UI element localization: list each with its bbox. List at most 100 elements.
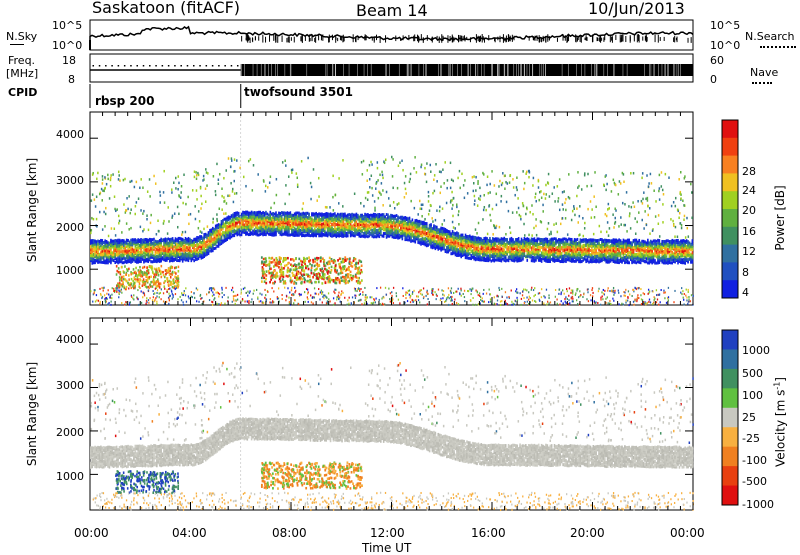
power-pixel bbox=[425, 237, 427, 240]
power-pixel bbox=[213, 238, 215, 241]
power-pixel bbox=[465, 256, 467, 259]
power-pixel bbox=[330, 225, 332, 228]
power-pixel bbox=[410, 233, 412, 236]
power-pixel bbox=[351, 231, 353, 234]
power-pixel bbox=[488, 243, 490, 246]
power-pixel bbox=[183, 245, 185, 248]
power-pixel bbox=[193, 238, 195, 241]
power-pixel bbox=[646, 257, 648, 260]
power-pixel bbox=[455, 252, 457, 255]
power-pixel bbox=[268, 233, 270, 236]
power-pixel bbox=[337, 216, 339, 219]
power-pixel bbox=[258, 233, 260, 236]
power-pixel bbox=[621, 257, 623, 260]
power-pixel bbox=[182, 238, 184, 241]
power-pixel bbox=[561, 238, 563, 241]
power-pixel bbox=[357, 223, 359, 226]
power-pixel bbox=[590, 253, 592, 256]
power-pixel bbox=[585, 258, 587, 261]
power-pixel bbox=[577, 253, 579, 256]
power-pixel bbox=[307, 212, 309, 215]
power-pixel bbox=[366, 223, 368, 226]
power-pixel bbox=[336, 223, 338, 226]
power-pixel bbox=[582, 238, 584, 241]
power-pixel bbox=[97, 256, 99, 259]
power-pixel bbox=[249, 222, 251, 225]
power-pixel bbox=[258, 226, 260, 229]
power-pixel bbox=[221, 233, 223, 236]
power-pixel bbox=[152, 260, 154, 263]
power-pixel bbox=[399, 220, 401, 223]
power-pixel bbox=[555, 251, 557, 254]
power-pixel bbox=[126, 245, 128, 248]
power-pixel bbox=[604, 242, 606, 245]
power-pixel bbox=[370, 214, 372, 217]
power-pixel bbox=[567, 258, 569, 261]
power-pixel bbox=[598, 252, 600, 255]
power-pixel bbox=[126, 241, 128, 244]
power-pixel bbox=[235, 212, 237, 215]
power-pixel bbox=[505, 251, 507, 254]
power-pixel bbox=[581, 245, 583, 248]
power-pixel bbox=[535, 256, 537, 259]
power-pixel bbox=[242, 231, 244, 234]
power-pixel bbox=[580, 238, 582, 241]
power-pixel bbox=[90, 245, 92, 248]
power-pixel bbox=[381, 235, 383, 238]
power-pixel bbox=[114, 249, 116, 252]
power-pixel bbox=[476, 247, 478, 250]
power-pixel bbox=[636, 239, 638, 242]
power-pixel bbox=[113, 240, 115, 243]
power-pixel bbox=[628, 239, 630, 242]
power-pixel bbox=[643, 251, 645, 254]
power-pixel bbox=[492, 246, 494, 249]
power-pixel bbox=[166, 247, 168, 250]
power-pixel bbox=[354, 214, 356, 217]
power-pixel bbox=[429, 235, 431, 238]
power-pixel bbox=[526, 259, 528, 262]
power-pixel bbox=[251, 231, 253, 234]
power-pixel bbox=[379, 235, 381, 238]
power-pixel bbox=[539, 246, 541, 249]
power-pixel bbox=[435, 225, 437, 228]
power-pixel bbox=[353, 232, 355, 235]
power-pixel bbox=[534, 253, 536, 256]
power-pixel bbox=[180, 237, 182, 240]
nave-dot bbox=[193, 65, 195, 67]
power-pixel bbox=[195, 244, 197, 247]
power-pixel bbox=[637, 253, 639, 256]
power-pixel bbox=[384, 225, 386, 228]
power-pixel bbox=[244, 211, 246, 214]
power-pixel bbox=[469, 257, 471, 260]
power-pixel bbox=[638, 239, 640, 242]
power-pixel bbox=[373, 231, 375, 234]
power-pixel bbox=[376, 214, 378, 217]
power-pixel bbox=[202, 244, 204, 247]
power-pixel bbox=[100, 239, 102, 242]
power-pixel bbox=[416, 219, 418, 222]
power-pixel bbox=[182, 246, 184, 249]
power-pixel bbox=[470, 254, 472, 257]
power-pixel bbox=[178, 237, 180, 240]
power-pixel bbox=[374, 227, 376, 230]
power-pixel bbox=[422, 221, 424, 224]
power-pixel bbox=[129, 241, 131, 244]
power-pixel bbox=[314, 215, 316, 218]
power-pixel bbox=[301, 217, 303, 220]
power-pixel bbox=[485, 258, 487, 261]
power-pixel bbox=[423, 238, 425, 241]
power-pixel bbox=[475, 251, 477, 254]
power-pixel bbox=[383, 232, 385, 235]
power-pixel bbox=[501, 247, 503, 250]
power-pixel bbox=[124, 246, 126, 249]
power-pixel bbox=[265, 211, 267, 214]
power-pixel bbox=[133, 238, 135, 241]
power-pixel bbox=[468, 235, 470, 238]
power-pixel bbox=[297, 212, 299, 215]
power-pixel bbox=[104, 249, 106, 252]
nsky-trace bbox=[90, 27, 693, 41]
power-pixel bbox=[317, 213, 319, 216]
power-pixel bbox=[565, 258, 567, 261]
power-pixel bbox=[192, 250, 194, 253]
nave-dot bbox=[93, 65, 95, 67]
